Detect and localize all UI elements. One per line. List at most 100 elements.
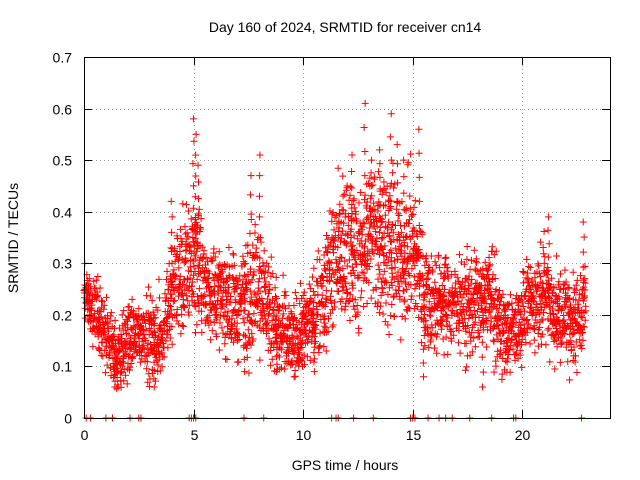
data-point <box>533 319 541 327</box>
data-point <box>568 310 576 318</box>
data-point <box>531 274 539 282</box>
data-point <box>125 339 133 347</box>
peak-point <box>195 195 203 203</box>
x-tick-label: 5 <box>191 427 199 443</box>
data-point <box>471 343 479 351</box>
data-point <box>488 290 496 298</box>
data-point <box>151 319 159 327</box>
data-point <box>539 316 547 324</box>
data-point <box>396 295 404 303</box>
data-point <box>164 286 172 294</box>
data-point <box>468 348 476 356</box>
data-point <box>379 310 387 318</box>
data-point <box>352 260 360 268</box>
data-point <box>492 247 500 255</box>
data-point <box>463 308 471 316</box>
data-point <box>166 334 174 342</box>
data-point <box>247 293 255 301</box>
peak-point <box>394 255 402 263</box>
peak-point <box>479 368 487 376</box>
peak-point <box>193 245 201 253</box>
plot-frame <box>84 57 611 419</box>
data-point <box>141 315 149 323</box>
data-point <box>322 267 330 275</box>
data-point <box>350 195 358 203</box>
data-point <box>395 212 403 220</box>
peak-point <box>194 211 202 219</box>
peak-point <box>111 354 119 362</box>
data-point <box>355 273 363 281</box>
peak-point <box>400 239 408 247</box>
data-point <box>193 275 201 283</box>
data-point <box>205 312 213 320</box>
data-point <box>494 322 502 330</box>
data-point <box>343 262 351 270</box>
data-point <box>378 246 386 254</box>
peak-point <box>394 179 402 187</box>
data-point <box>425 298 433 306</box>
data-point <box>470 307 478 315</box>
data-point <box>572 352 580 360</box>
data-point <box>183 229 191 237</box>
data-point <box>410 273 418 281</box>
data-point <box>197 307 205 315</box>
x-tick-label: 15 <box>406 427 422 443</box>
data-point <box>126 363 134 371</box>
data-point <box>318 291 326 299</box>
data-point <box>104 327 112 335</box>
data-point <box>378 235 386 243</box>
data-point <box>310 355 318 363</box>
data-point <box>481 258 489 266</box>
data-point <box>264 269 272 277</box>
data-point <box>106 317 114 325</box>
data-point <box>350 302 358 310</box>
data-point <box>254 278 262 286</box>
data-point <box>334 164 342 172</box>
data-point <box>217 269 225 277</box>
peak-point <box>544 226 552 234</box>
data-point <box>216 319 224 327</box>
data-point <box>553 328 561 336</box>
x-axis-label: GPS time / hours <box>292 457 399 473</box>
data-point <box>189 271 197 279</box>
data-point <box>521 307 529 315</box>
peak-point <box>272 368 280 376</box>
data-point <box>179 296 187 304</box>
data-point <box>404 159 412 167</box>
data-point <box>540 228 548 236</box>
data-point <box>573 368 581 376</box>
data-point <box>354 235 362 243</box>
x-tick-label: 20 <box>515 427 531 443</box>
data-point <box>384 291 392 299</box>
data-point <box>406 271 414 279</box>
data-point <box>302 327 310 335</box>
data-point <box>292 325 300 333</box>
data-point <box>421 311 429 319</box>
data-point <box>173 306 181 314</box>
peak-point <box>256 254 264 262</box>
data-point <box>468 329 476 337</box>
peak-point <box>310 358 318 366</box>
peak-point <box>110 371 118 379</box>
data-point <box>101 346 109 354</box>
data-point <box>407 212 415 220</box>
data-point <box>176 272 184 280</box>
data-point <box>407 295 415 303</box>
data-point <box>269 270 277 278</box>
data-point <box>426 312 434 320</box>
data-point <box>416 292 424 300</box>
data-point <box>199 293 207 301</box>
data-point <box>123 317 131 325</box>
data-point <box>335 224 343 232</box>
data-point <box>300 351 308 359</box>
data-point <box>490 338 498 346</box>
data-point <box>514 301 522 309</box>
peak-point <box>150 358 158 366</box>
data-point <box>208 327 216 335</box>
peak-point <box>272 353 280 361</box>
data-point <box>391 263 399 271</box>
data-point <box>467 337 475 345</box>
data-point <box>548 274 556 282</box>
data-point <box>363 299 371 307</box>
data-point <box>389 169 397 177</box>
